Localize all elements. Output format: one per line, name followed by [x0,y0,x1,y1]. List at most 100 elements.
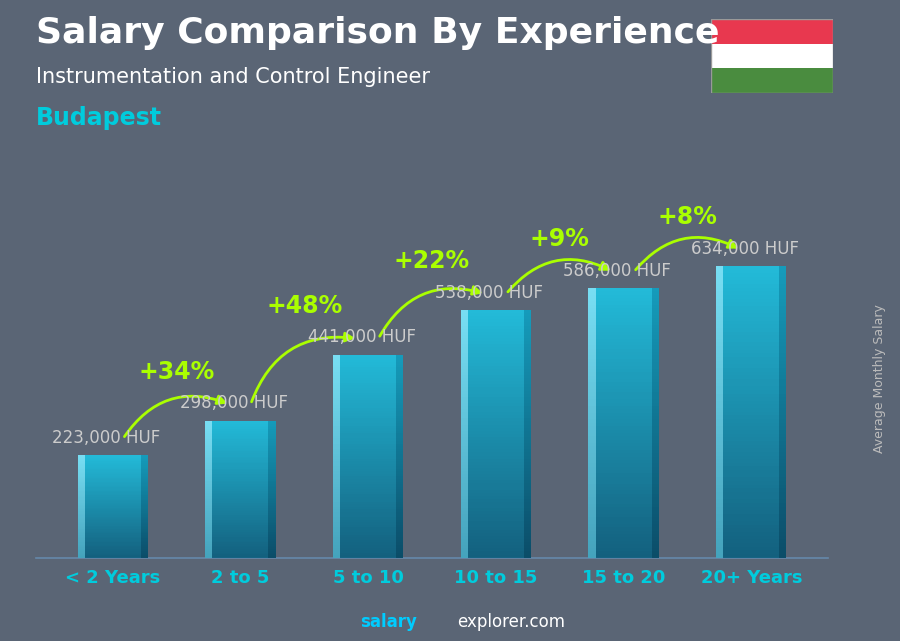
Bar [205,451,275,453]
Bar [652,322,659,325]
Bar [333,467,340,469]
Bar [205,510,275,512]
Bar [333,413,403,415]
Bar [333,441,340,444]
Bar [779,335,787,339]
Bar [333,406,340,408]
Bar [268,451,275,453]
Bar [461,490,531,493]
Text: +34%: +34% [139,360,214,384]
Bar [461,493,468,495]
Bar [268,486,275,487]
Bar [716,342,724,346]
Bar [333,545,403,547]
Bar [589,460,596,463]
Bar [461,458,531,462]
Bar [205,424,275,426]
Bar [205,429,275,431]
Bar [461,316,468,319]
Bar [205,491,212,492]
Bar [589,365,596,369]
Bar [779,383,787,387]
Bar [652,437,659,440]
Bar [589,453,596,456]
Bar [77,491,85,492]
Bar [461,453,468,456]
Bar [461,530,468,533]
Bar [396,433,403,436]
Bar [461,322,531,326]
Bar [461,363,468,366]
Bar [333,540,403,542]
Bar [333,515,340,517]
Bar [779,397,787,401]
Bar [461,338,468,341]
Bar [524,431,531,434]
Bar [524,390,531,394]
Bar [268,434,275,436]
Bar [396,520,403,522]
Bar [140,512,148,513]
Bar [461,313,468,316]
Bar [589,406,659,410]
Bar [589,342,659,345]
Bar [77,546,85,547]
Bar [77,482,85,483]
Bar [716,554,787,558]
Bar [652,483,659,487]
Bar [716,353,787,357]
Bar [716,528,724,532]
Bar [589,429,596,433]
Bar [589,456,659,460]
Bar [589,551,596,554]
Bar [268,504,275,506]
Bar [268,510,275,512]
Bar [461,372,468,375]
Bar [396,357,403,360]
Bar [268,497,275,499]
Bar [461,381,531,385]
Bar [333,388,403,390]
Bar [140,537,148,538]
Bar [461,329,468,332]
Bar [716,404,724,408]
Bar [268,515,275,517]
Bar [779,551,787,554]
Bar [589,429,659,433]
Bar [77,518,85,519]
Bar [652,416,659,419]
Bar [205,465,212,467]
Bar [77,551,85,553]
Bar [77,463,148,464]
Bar [205,527,275,529]
Bar [333,383,340,385]
Bar [524,360,531,363]
Bar [716,499,724,503]
Bar [589,514,659,517]
Bar [268,522,275,524]
Bar [268,474,275,476]
Bar [779,543,787,547]
Bar [716,426,724,430]
Bar [77,487,85,488]
Bar [140,464,148,465]
Bar [716,503,724,506]
Bar [205,429,212,431]
Bar [140,490,148,491]
Bar [589,440,659,443]
Bar [268,453,275,455]
Bar [716,401,787,404]
Bar [77,515,148,517]
Bar [779,273,787,277]
Bar [205,549,212,551]
Bar [333,415,403,418]
Bar [652,487,659,490]
Bar [716,481,787,485]
Bar [205,532,275,534]
Bar [77,512,85,513]
Bar [461,363,531,366]
Bar [205,501,212,503]
Bar [589,470,659,474]
Bar [779,299,787,303]
Bar [589,450,659,453]
